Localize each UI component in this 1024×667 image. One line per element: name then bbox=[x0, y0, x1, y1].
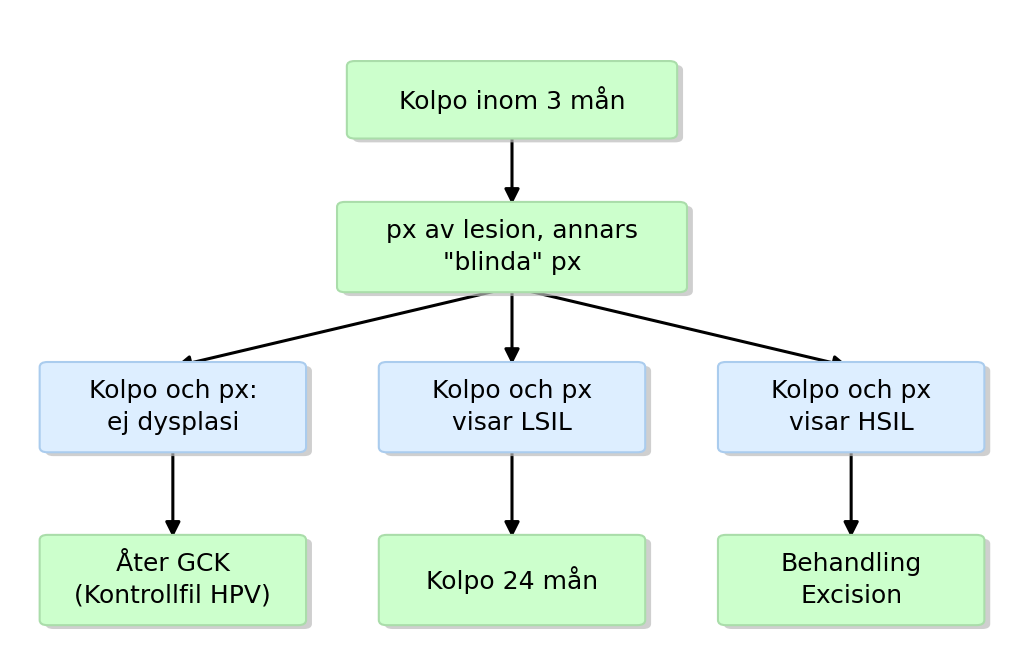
FancyBboxPatch shape bbox=[724, 539, 990, 629]
FancyBboxPatch shape bbox=[718, 362, 984, 452]
Text: Kolpo 24 mån: Kolpo 24 mån bbox=[426, 566, 598, 594]
Text: Åter GCK
(Kontrollfil HPV): Åter GCK (Kontrollfil HPV) bbox=[75, 552, 271, 608]
FancyBboxPatch shape bbox=[337, 202, 687, 292]
Text: px av lesion, annars
"blinda" px: px av lesion, annars "blinda" px bbox=[386, 219, 638, 275]
FancyBboxPatch shape bbox=[379, 535, 645, 625]
FancyBboxPatch shape bbox=[347, 61, 677, 139]
FancyBboxPatch shape bbox=[343, 205, 693, 296]
FancyBboxPatch shape bbox=[352, 65, 683, 142]
FancyBboxPatch shape bbox=[724, 366, 990, 456]
Text: Kolpo och px
visar LSIL: Kolpo och px visar LSIL bbox=[432, 380, 592, 435]
Text: Kolpo inom 3 mån: Kolpo inom 3 mån bbox=[398, 86, 626, 114]
FancyBboxPatch shape bbox=[718, 535, 984, 625]
FancyBboxPatch shape bbox=[379, 362, 645, 452]
Text: Kolpo och px
visar HSIL: Kolpo och px visar HSIL bbox=[771, 380, 931, 435]
FancyBboxPatch shape bbox=[40, 535, 306, 625]
Text: Behandling
Excision: Behandling Excision bbox=[780, 552, 922, 608]
FancyBboxPatch shape bbox=[45, 539, 312, 629]
FancyBboxPatch shape bbox=[45, 366, 312, 456]
FancyBboxPatch shape bbox=[40, 362, 306, 452]
Text: Kolpo och px:
ej dysplasi: Kolpo och px: ej dysplasi bbox=[89, 380, 257, 435]
FancyBboxPatch shape bbox=[385, 539, 651, 629]
FancyBboxPatch shape bbox=[385, 366, 651, 456]
